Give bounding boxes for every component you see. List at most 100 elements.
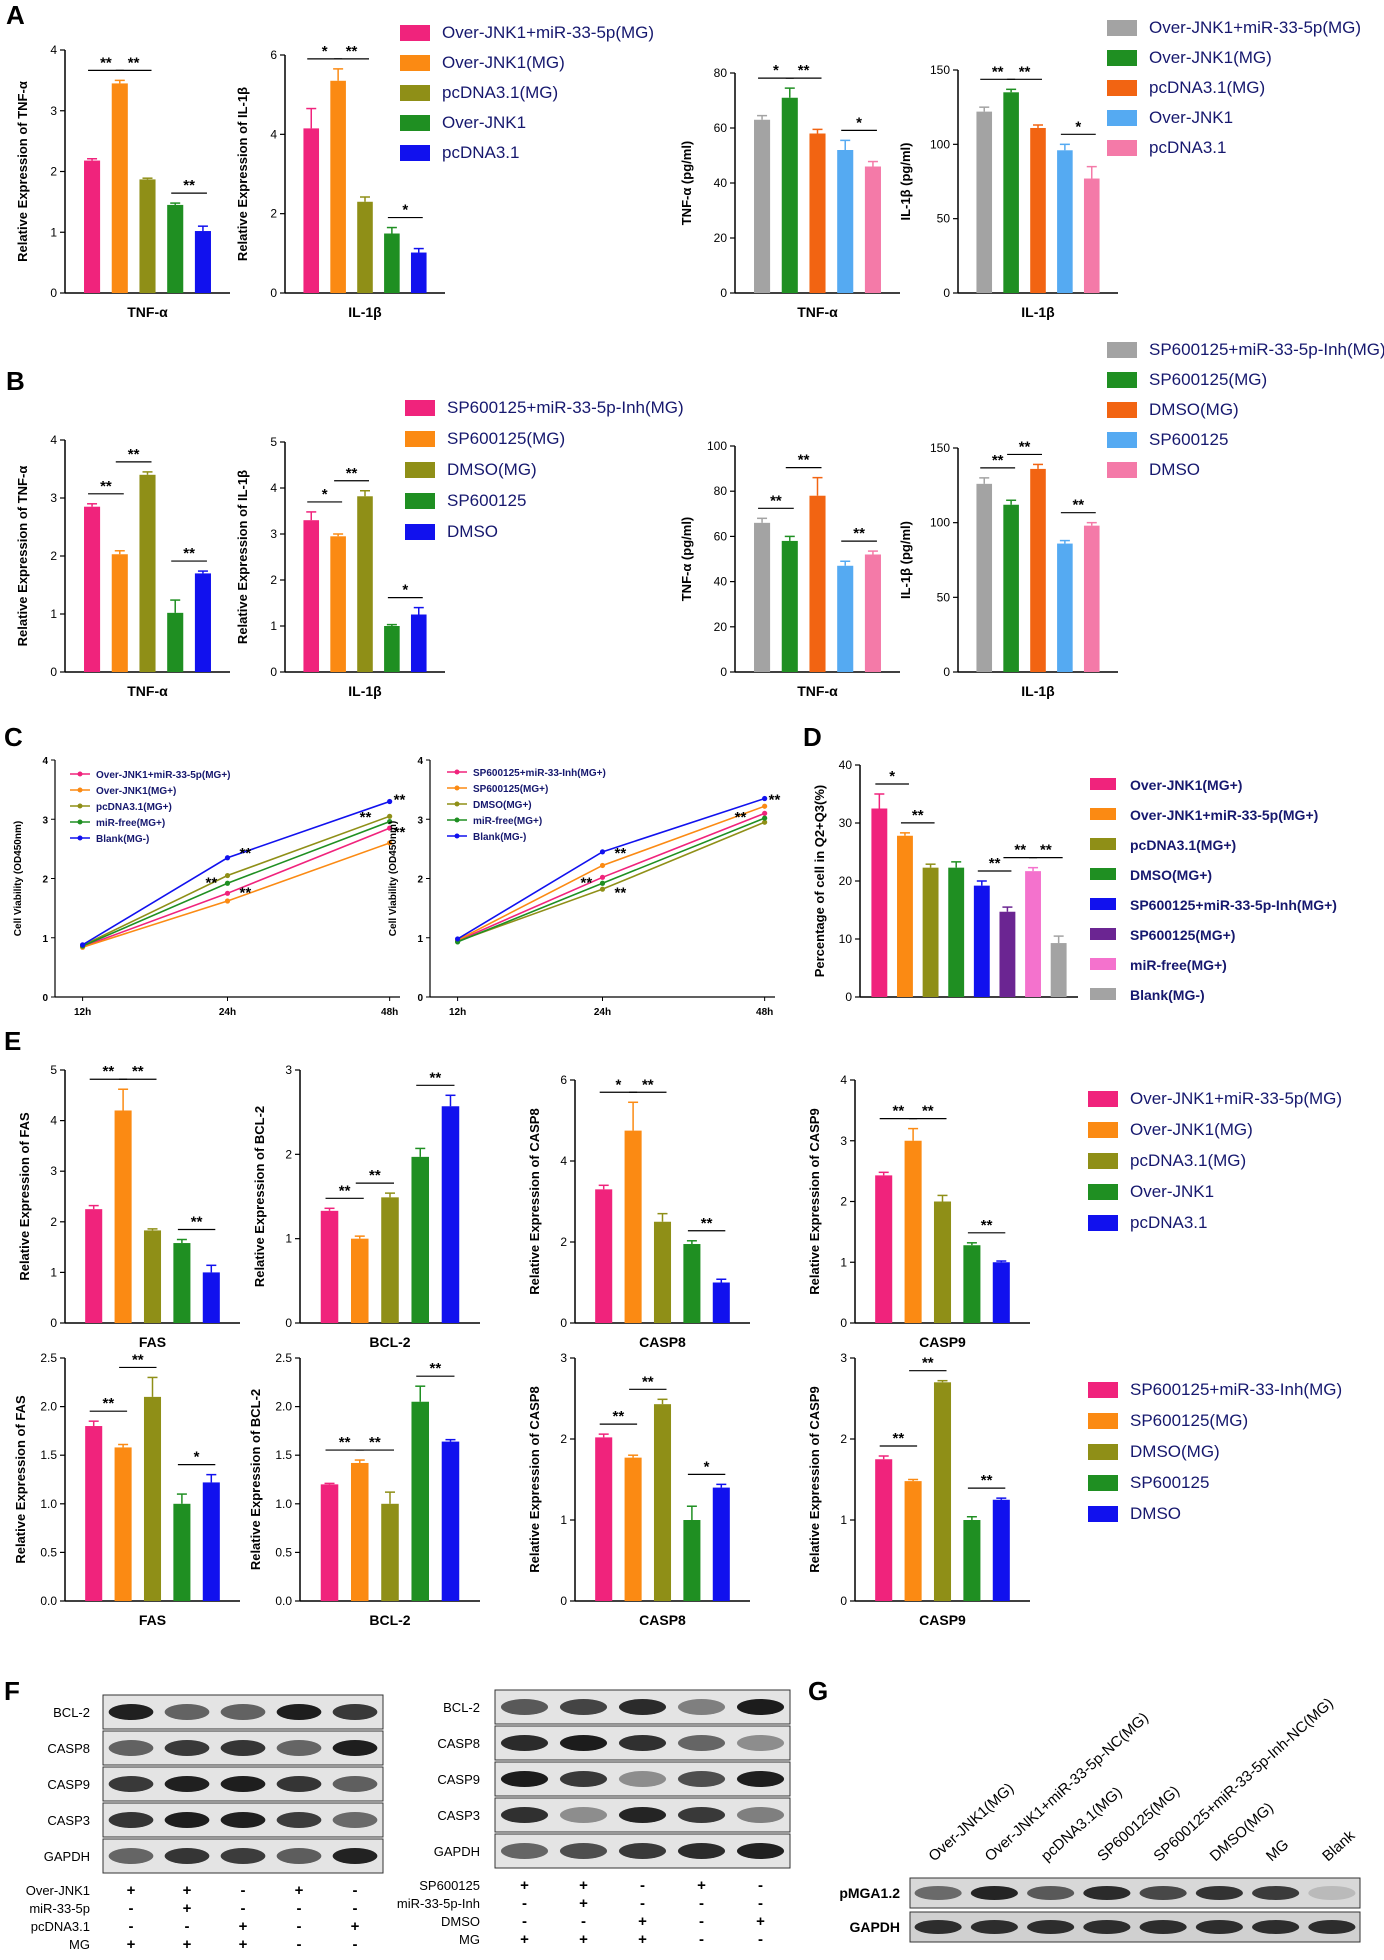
bar-4 [410,614,427,672]
legend-item-4: DMSO [1130,1504,1181,1523]
blot-row-label-4: GAPDH [44,1849,90,1864]
category-label: IL-1β [348,304,382,320]
legend-marker-1 [77,787,83,793]
legend-swatch-1 [1090,808,1116,820]
y-axis-label: Relative Expression of TNF-α [15,81,30,262]
legend-item-0: Over-JNK1+miR-33-5p(MG) [442,23,654,42]
band-0-0 [108,1704,154,1720]
legend-swatch-1 [1088,1413,1118,1429]
condition-mark-2-4: + [351,1918,360,1935]
chart-E1: 0 1 2 3 4 5 Relative Expression of FAS ** ** ** FA… [17,1063,240,1350]
band-2-0 [108,1776,154,1792]
y-tick-label: 3 [840,1134,847,1148]
bar-0 [84,160,101,293]
y-tick-label: 80 [714,66,728,80]
chart-D: 0 10 20 30 40 Percentage of cell in Q2+Q3(%) *… [812,758,1078,1004]
panel-label-E: E [4,1026,21,1056]
bar-4 [1083,178,1100,293]
blot-row-label-1: CASP8 [47,1741,90,1756]
y-tick-label: 100 [930,516,950,530]
y-tick-label: 4 [50,433,57,447]
bar-0 [320,1484,339,1601]
y-tick-label: 2 [285,1147,292,1161]
condition-mark-0-2: - [640,1877,645,1894]
y-tick-label: 3 [285,1063,292,1077]
condition-mark-3-2: + [239,1936,248,1953]
legend-item-6: miR-free(MG+) [1130,957,1227,973]
legend-swatch-0 [1088,1091,1118,1107]
y-tick-label: 0 [560,1316,567,1330]
legend-item-1: SP600125(MG) [1149,370,1267,389]
bar-4 [864,554,881,672]
y-tick-label: 1 [50,1265,57,1279]
y-axis-label: Relative Expression of IL-1β [235,470,250,644]
legend-swatch-2 [1088,1444,1118,1460]
sig-label-2: * [704,1458,710,1475]
bar-1 [330,536,346,672]
y-tick-label: 0 [285,1316,292,1330]
band-4-4 [736,1843,785,1859]
series-point-1-1 [224,898,231,904]
y-tick-label: 2 [50,549,57,563]
bar-2 [357,201,373,293]
y-axis-label: Relative Expression of CASP9 [807,1386,822,1572]
legend-item-3: miR-free(MG+) [473,816,542,827]
bar-4 [202,1272,220,1323]
band-4-4 [332,1848,378,1864]
sig-label-1: ** [798,62,810,79]
condition-mark-2-2: + [638,1913,647,1930]
condition-mark-1-2: - [241,1900,246,1917]
bar-5 [999,911,1016,997]
category-label: CASP8 [639,1334,686,1350]
band-2-2 [220,1776,266,1792]
y-tick-label: 1 [840,1255,847,1269]
legend-item-1: SP600125(MG+) [473,784,548,795]
condition-label-3: MG [459,1932,480,1947]
bar-2 [139,179,156,293]
series-line-1 [82,842,390,948]
y-tick-label: 2.0 [275,1400,292,1414]
sig-label-2: ** [191,1214,203,1231]
band-2-2 [618,1771,667,1787]
annotation-2: ** [240,884,252,901]
legend-item-4: SP600125+miR-33-5p-Inh(MG+) [1130,897,1337,913]
bar-1 [114,1110,132,1323]
bar-0 [595,1189,613,1323]
y-tick-label: 100 [707,439,727,453]
bar-1 [1003,504,1019,672]
band-1-0 [500,1735,549,1751]
legend-item-2: DMSO(MG) [1149,400,1239,419]
y-tick-label: 50 [937,590,951,604]
bar-1 [350,1238,369,1323]
sig-label-2: ** [981,1217,993,1234]
bar-2 [1030,127,1046,293]
series-line-0 [82,827,390,948]
series-point-0-1 [599,874,606,880]
y-axis-label: TNF-α (pg/ml) [679,141,694,226]
band-4-3 [677,1843,726,1859]
sig-label-2: ** [989,855,1001,872]
legend-swatch-1 [405,431,435,447]
y-tick-label: 6 [560,1073,567,1087]
band-3-4 [736,1807,785,1823]
legend-item-0: SP600125+miR-33-5p-Inh(MG) [1149,340,1384,359]
condition-mark-2-3: - [297,1918,302,1935]
legend-item-3: SP600125 [1149,430,1228,449]
legend-item-2: pcDNA3.1(MG) [1130,1151,1246,1170]
annotation-0: ** [240,845,252,862]
chart-B1: 0 1 2 3 4 Relative Expression of TNF-α ** ** ** T… [15,433,230,699]
y-axis-label: Relative Expression of IL-1β [235,87,250,261]
x-tick-label: 48h [381,1007,398,1018]
band-0-6 [1252,1886,1300,1900]
legend-swatch-0 [400,25,430,41]
series-point-4-1 [224,855,231,861]
y-tick-label: 0.5 [275,1545,292,1559]
bar-2 [381,1503,399,1601]
y-axis-label: Relative Expression of FAS [13,1395,28,1564]
band-4-0 [500,1843,549,1859]
panel-label-A: A [6,0,25,30]
bar-7 [1050,943,1067,997]
y-tick-label: 60 [714,121,728,135]
y-tick-label: 3 [50,491,57,505]
